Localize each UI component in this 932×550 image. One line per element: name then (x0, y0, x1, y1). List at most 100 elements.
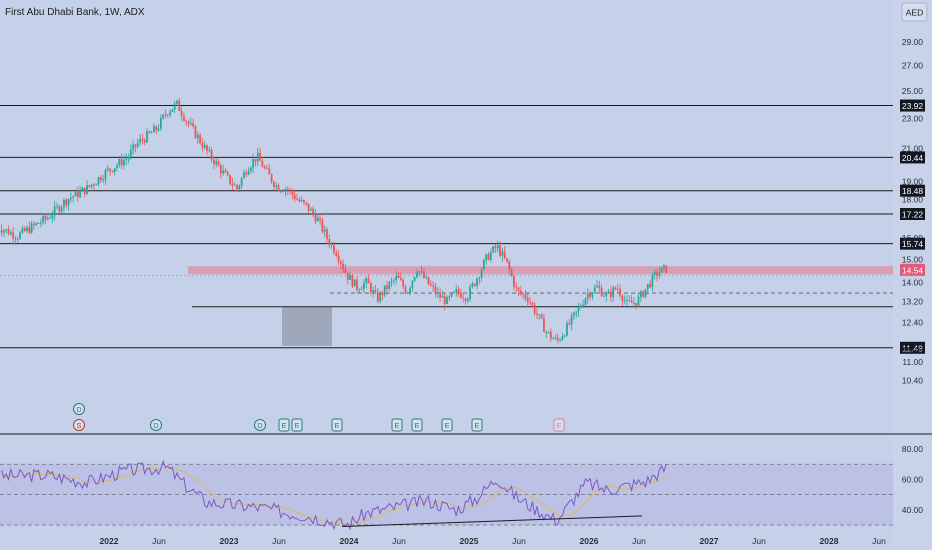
candle-body[interactable] (559, 339, 561, 341)
candle-body[interactable] (644, 289, 647, 297)
earnings-marker[interactable]: E (291, 418, 303, 432)
candle-body[interactable] (427, 277, 430, 285)
candle-body[interactable] (441, 296, 444, 298)
candle-body[interactable] (459, 292, 462, 298)
candle-body[interactable] (476, 278, 478, 286)
candle-body[interactable] (390, 280, 393, 283)
candle-body[interactable] (81, 187, 84, 191)
candle-body[interactable] (323, 229, 326, 232)
candle-body[interactable] (187, 121, 190, 124)
candle-body[interactable] (455, 289, 458, 292)
candle-body[interactable] (51, 215, 54, 218)
candle-body[interactable] (418, 271, 421, 273)
candle-body[interactable] (639, 291, 642, 297)
candle-body[interactable] (63, 199, 65, 208)
candle-body[interactable] (591, 292, 594, 297)
candle-body[interactable] (150, 132, 153, 134)
candle-body[interactable] (579, 306, 582, 308)
candle-body[interactable] (566, 323, 568, 336)
candle-body[interactable] (399, 277, 402, 281)
candle-body[interactable] (134, 144, 137, 147)
candle-body[interactable] (402, 280, 405, 287)
candle-body[interactable] (284, 189, 287, 192)
candle-body[interactable] (395, 275, 398, 280)
candle-body[interactable] (153, 126, 155, 133)
candle-body[interactable] (256, 152, 259, 162)
candle-body[interactable] (485, 254, 488, 260)
candle-body[interactable] (30, 223, 33, 233)
candle-body[interactable] (519, 290, 522, 294)
candle-body[interactable] (314, 213, 317, 222)
candle-body[interactable] (69, 197, 72, 200)
candle-body[interactable] (397, 275, 400, 278)
candle-body[interactable] (3, 230, 5, 233)
candle-body[interactable] (374, 290, 377, 292)
candle-body[interactable] (14, 238, 17, 240)
candle-body[interactable] (58, 206, 61, 212)
candle-body[interactable] (159, 117, 162, 129)
candle-body[interactable] (298, 199, 301, 202)
candle-body[interactable] (462, 297, 465, 299)
candle-body[interactable] (183, 115, 185, 121)
candle-body[interactable] (633, 302, 635, 304)
candle-body[interactable] (596, 285, 598, 288)
candle-body[interactable] (238, 185, 241, 189)
candle-body[interactable] (517, 287, 520, 291)
candle-body[interactable] (113, 168, 116, 172)
candle-body[interactable] (413, 276, 416, 281)
candle-body[interactable] (185, 120, 188, 122)
candle-body[interactable] (508, 261, 511, 270)
candle-body[interactable] (582, 304, 585, 307)
candle-body[interactable] (240, 178, 243, 186)
candle-body[interactable] (499, 245, 501, 256)
candle-body[interactable] (466, 299, 469, 301)
candle-body[interactable] (279, 191, 282, 192)
candle-body[interactable] (224, 170, 227, 173)
candle-body[interactable] (503, 251, 506, 259)
candle-body[interactable] (206, 145, 208, 151)
candle-body[interactable] (473, 283, 476, 286)
candle-body[interactable] (646, 284, 649, 290)
candle-body[interactable] (83, 187, 86, 194)
candle-body[interactable] (469, 286, 471, 300)
candle-body[interactable] (79, 190, 81, 197)
candle-body[interactable] (353, 279, 356, 287)
candle-body[interactable] (411, 280, 414, 288)
candle-body[interactable] (106, 168, 109, 171)
candle-body[interactable] (339, 261, 342, 264)
candle-body[interactable] (531, 303, 534, 305)
candle-body[interactable] (406, 292, 409, 294)
candle-body[interactable] (328, 239, 331, 245)
candle-body[interactable] (538, 314, 541, 316)
candle-body[interactable] (162, 114, 165, 118)
candle-body[interactable] (229, 175, 231, 184)
candle-body[interactable] (434, 286, 437, 294)
earnings-marker[interactable]: E (411, 418, 423, 432)
candle-body[interactable] (483, 259, 485, 270)
candle-body[interactable] (148, 131, 151, 133)
candle-body[interactable] (259, 152, 261, 161)
candle-body[interactable] (612, 287, 615, 297)
candle-body[interactable] (56, 206, 58, 208)
candle-body[interactable] (552, 338, 555, 340)
candle-body[interactable] (649, 284, 651, 288)
candle-body[interactable] (37, 223, 40, 224)
candle-body[interactable] (146, 131, 148, 143)
candle-body[interactable] (88, 185, 91, 187)
candle-body[interactable] (192, 123, 195, 127)
candle-body[interactable] (245, 172, 248, 175)
candle-body[interactable] (536, 313, 538, 315)
candle-body[interactable] (143, 140, 146, 143)
candle-body[interactable] (545, 331, 548, 333)
candle-body[interactable] (118, 159, 121, 166)
candle-body[interactable] (169, 111, 171, 115)
candle-body[interactable] (319, 217, 321, 220)
candle-body[interactable] (171, 109, 174, 112)
candle-body[interactable] (26, 227, 28, 232)
candle-body[interactable] (658, 272, 661, 276)
candle-body[interactable] (99, 177, 102, 181)
candle-body[interactable] (53, 206, 56, 216)
candle-body[interactable] (93, 184, 95, 186)
candle-body[interactable] (116, 165, 118, 169)
candle-body[interactable] (28, 227, 31, 233)
